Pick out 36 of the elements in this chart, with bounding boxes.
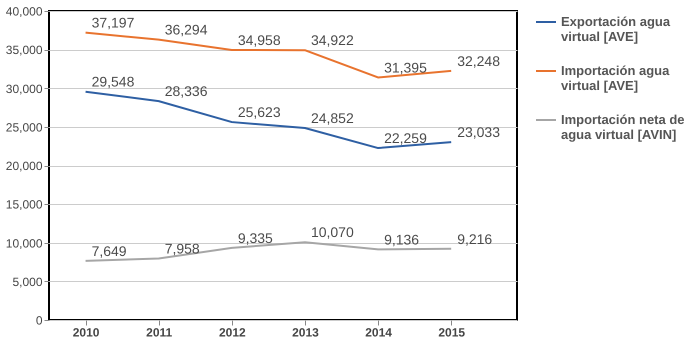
y-tick-label: 20,000	[6, 159, 43, 173]
data-label: 25,623	[238, 104, 281, 120]
data-label: 34,922	[310, 32, 354, 48]
x-tick-label: 2012	[218, 326, 246, 340]
data-label: 9,335	[238, 230, 274, 246]
y-tick-label: 30,000	[6, 82, 43, 96]
data-label: 10,070	[310, 224, 354, 240]
data-label: 28,336	[164, 83, 208, 100]
data-label: 9,136	[384, 231, 420, 248]
x-tick-label: 2015	[438, 326, 466, 340]
data-label: 9,216	[457, 230, 492, 247]
x-tick-label: 2013	[292, 326, 320, 340]
y-tick-label: 5,000	[12, 274, 43, 289]
data-label: 34,958	[238, 32, 281, 48]
data-label: 23,033	[457, 124, 500, 140]
data-label: 37,197	[92, 14, 135, 31]
legend-label: Importación agua virtual [AVE]	[561, 63, 670, 93]
x-tick-label: 2010	[72, 326, 100, 340]
data-label: 7,958	[164, 240, 200, 257]
data-label: 22,259	[384, 130, 428, 146]
y-tick-label: 40,000	[6, 4, 43, 18]
y-tick-label: 10,000	[6, 236, 43, 250]
x-tick-label: 2014	[365, 326, 392, 340]
data-label: 24,852	[310, 110, 354, 126]
y-tick-label: 15,000	[6, 198, 43, 212]
y-tick-label: 25,000	[6, 120, 43, 134]
data-label: 29,548	[92, 74, 135, 90]
legend-label: Exportación agua virtual [AVE]	[561, 14, 671, 44]
data-label: 36,294	[164, 22, 208, 38]
y-tick-label: 0	[36, 314, 43, 328]
x-tick-label: 2011	[146, 326, 173, 340]
data-label: 32,248	[457, 52, 500, 69]
data-label: 7,649	[92, 242, 127, 259]
legend-label: Importación neta de agua virtual [AVIN]	[561, 112, 685, 142]
y-tick-label: 35,000	[6, 43, 43, 58]
data-label: 31,395	[384, 59, 428, 76]
